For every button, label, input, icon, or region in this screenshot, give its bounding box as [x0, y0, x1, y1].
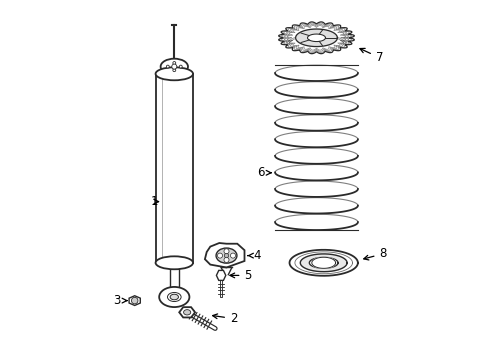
- Polygon shape: [300, 254, 346, 272]
- Polygon shape: [179, 307, 195, 318]
- Text: 1: 1: [150, 195, 158, 208]
- Polygon shape: [289, 250, 357, 276]
- Circle shape: [217, 253, 222, 258]
- Circle shape: [224, 257, 228, 262]
- Circle shape: [131, 297, 138, 304]
- Polygon shape: [278, 22, 354, 54]
- Circle shape: [230, 253, 235, 258]
- Ellipse shape: [170, 294, 178, 300]
- Polygon shape: [216, 270, 225, 280]
- Text: 3: 3: [113, 294, 126, 307]
- Circle shape: [171, 64, 177, 69]
- Polygon shape: [307, 34, 325, 41]
- Circle shape: [179, 65, 182, 68]
- Polygon shape: [315, 260, 331, 266]
- Polygon shape: [204, 243, 244, 267]
- Polygon shape: [309, 257, 337, 268]
- Circle shape: [224, 249, 228, 254]
- Circle shape: [224, 253, 228, 258]
- Ellipse shape: [160, 59, 187, 75]
- Text: 2: 2: [212, 312, 237, 325]
- Text: 7: 7: [359, 48, 383, 64]
- Ellipse shape: [183, 310, 190, 315]
- Polygon shape: [129, 296, 140, 305]
- Text: 4: 4: [247, 249, 260, 262]
- Text: 6: 6: [256, 166, 270, 179]
- Circle shape: [166, 65, 169, 68]
- Ellipse shape: [155, 256, 193, 269]
- Text: 8: 8: [363, 247, 386, 260]
- Polygon shape: [311, 257, 335, 268]
- Ellipse shape: [167, 292, 181, 302]
- Text: 5: 5: [229, 269, 251, 282]
- Ellipse shape: [216, 248, 237, 263]
- Ellipse shape: [155, 67, 193, 80]
- Circle shape: [172, 62, 175, 64]
- Ellipse shape: [159, 287, 189, 307]
- Polygon shape: [295, 29, 337, 46]
- Circle shape: [172, 69, 175, 72]
